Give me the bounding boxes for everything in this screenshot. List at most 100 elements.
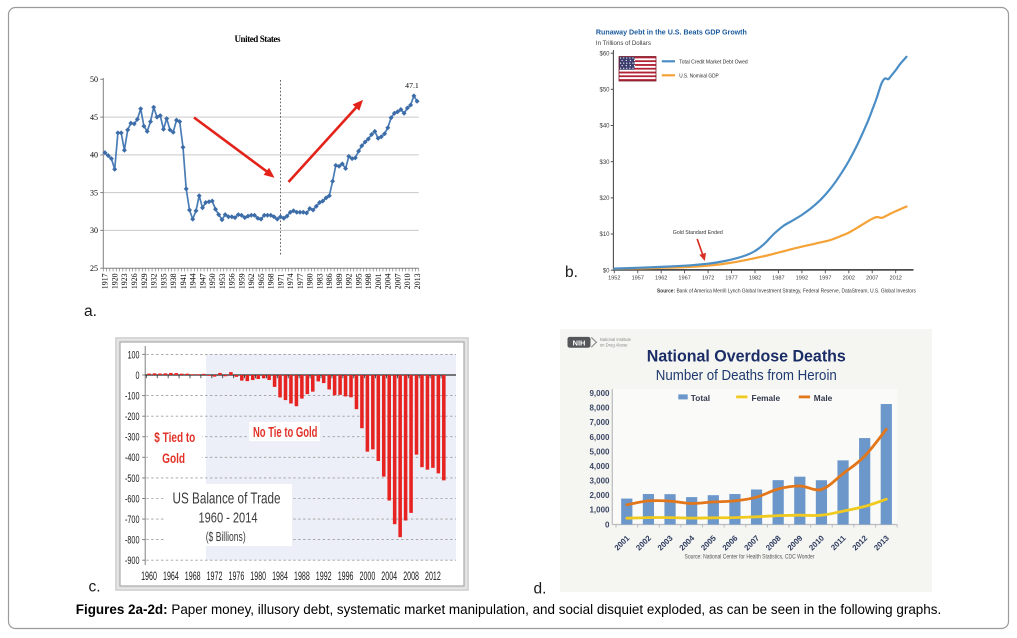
svg-text:25: 25: [90, 264, 98, 273]
svg-text:4,000: 4,000: [589, 462, 610, 471]
svg-text:1929: 1929: [140, 273, 149, 289]
svg-text:1956: 1956: [228, 273, 237, 289]
svg-text:1950: 1950: [208, 273, 217, 289]
svg-text:No Tie to Gold: No Tie to Gold: [253, 425, 318, 441]
svg-text:1962: 1962: [655, 276, 667, 282]
svg-text:1974: 1974: [286, 273, 295, 289]
svg-text:2013: 2013: [413, 273, 422, 289]
svg-text:1960 - 2014: 1960 - 2014: [199, 510, 258, 527]
svg-text:35: 35: [90, 188, 98, 197]
svg-text:6,000: 6,000: [589, 433, 610, 442]
svg-text:1968: 1968: [267, 273, 276, 289]
svg-text:1972: 1972: [207, 571, 223, 583]
svg-text:1944: 1944: [189, 273, 198, 289]
svg-text:0: 0: [605, 520, 610, 529]
svg-text:2008: 2008: [403, 571, 419, 583]
svg-text:National Overdose Deaths: National Overdose Deaths: [647, 347, 846, 366]
svg-text:7,000: 7,000: [589, 418, 610, 427]
svg-text:1997: 1997: [819, 276, 831, 282]
svg-text:1980: 1980: [250, 571, 266, 583]
svg-text:1962: 1962: [247, 273, 256, 289]
svg-text:Female: Female: [752, 393, 781, 403]
svg-text:-900: -900: [125, 555, 140, 567]
svg-text:1987: 1987: [772, 276, 784, 282]
svg-text:1923: 1923: [120, 273, 129, 289]
svg-text:1926: 1926: [130, 273, 139, 289]
svg-text:-300: -300: [125, 432, 140, 444]
svg-text:-100: -100: [125, 391, 140, 403]
svg-text:Number of Deaths from Heroin: Number of Deaths from Heroin: [656, 368, 837, 384]
svg-text:Total: Total: [691, 393, 710, 403]
svg-text:47.1: 47.1: [405, 81, 419, 90]
svg-text:1982: 1982: [749, 276, 761, 282]
svg-text:1967: 1967: [678, 276, 690, 282]
svg-text:1998: 1998: [364, 273, 373, 289]
svg-text:$40: $40: [599, 124, 610, 130]
svg-text:1932: 1932: [150, 273, 159, 289]
svg-text:45: 45: [90, 113, 98, 122]
svg-text:2001: 2001: [374, 273, 383, 289]
svg-text:2004: 2004: [384, 273, 393, 289]
svg-text:1952: 1952: [608, 276, 620, 282]
svg-text:50: 50: [90, 75, 98, 84]
svg-text:Total Credit Market Debt Owed: Total Credit Market Debt Owed: [679, 60, 748, 66]
svg-text:1947: 1947: [198, 273, 207, 289]
svg-text:$50: $50: [599, 88, 610, 94]
svg-text:In Trillions of Dollars: In Trillions of Dollars: [596, 40, 651, 47]
svg-text:$10: $10: [599, 232, 610, 238]
svg-text:NIH: NIH: [573, 338, 586, 347]
svg-text:($ Billions): ($ Billions): [206, 530, 246, 544]
svg-text:on Drug Abuse: on Drug Abuse: [600, 342, 628, 347]
svg-text:1935: 1935: [159, 273, 168, 289]
svg-text:U.S. Nominal GDP: U.S. Nominal GDP: [679, 74, 719, 80]
svg-text:1960: 1960: [141, 571, 157, 583]
svg-text:1980: 1980: [306, 273, 315, 289]
svg-text:Gold: Gold: [162, 451, 185, 466]
svg-text:1992: 1992: [796, 276, 808, 282]
svg-text:-600: -600: [125, 493, 140, 505]
svg-text:1968: 1968: [185, 571, 201, 583]
svg-text:1995: 1995: [354, 273, 363, 289]
svg-text:Gold Standard Ended: Gold Standard Ended: [673, 230, 723, 236]
svg-text:1976: 1976: [229, 571, 245, 583]
svg-text:1988: 1988: [294, 571, 310, 583]
svg-text:2,000: 2,000: [589, 491, 610, 500]
svg-text:1986: 1986: [325, 273, 334, 289]
svg-text:Source: National Center for He: Source: National Center for Health Stati…: [685, 554, 816, 561]
svg-text:2002: 2002: [843, 276, 855, 282]
svg-text:1965: 1965: [257, 273, 266, 289]
svg-text:-200: -200: [125, 411, 140, 423]
svg-text:$30: $30: [599, 160, 610, 166]
svg-text:-500: -500: [125, 473, 140, 485]
svg-text:United States: United States: [235, 34, 281, 44]
svg-text:1,000: 1,000: [589, 506, 610, 515]
svg-text:1938: 1938: [169, 273, 178, 289]
svg-text:Runaway Debt in the U.S. Beats: Runaway Debt in the U.S. Beats GDP Growt…: [596, 28, 747, 37]
svg-text:$ Tied to: $ Tied to: [154, 430, 195, 445]
svg-text:2012: 2012: [425, 571, 441, 583]
svg-text:1992: 1992: [316, 571, 332, 583]
svg-text:1917: 1917: [101, 273, 110, 289]
svg-text:1964: 1964: [163, 571, 179, 583]
svg-text:1971: 1971: [276, 273, 285, 289]
svg-text:1992: 1992: [345, 273, 354, 289]
svg-text:1972: 1972: [702, 276, 714, 282]
svg-text:-800: -800: [125, 535, 140, 547]
svg-text:1920: 1920: [111, 273, 120, 289]
svg-text:2012: 2012: [889, 276, 901, 282]
svg-text:b.: b.: [565, 264, 578, 281]
svg-text:8,000: 8,000: [589, 404, 610, 413]
svg-text:-400: -400: [125, 452, 140, 464]
svg-text:1941: 1941: [179, 273, 188, 289]
svg-text:1977: 1977: [725, 276, 737, 282]
svg-text:1959: 1959: [237, 273, 246, 289]
svg-text:1977: 1977: [296, 273, 305, 289]
svg-text:US Balance of Trade: US Balance of Trade: [173, 491, 281, 508]
svg-text:100: 100: [128, 349, 140, 361]
svg-text:2010: 2010: [403, 273, 412, 289]
svg-text:National Institute: National Institute: [600, 337, 632, 342]
svg-text:1996: 1996: [338, 571, 354, 583]
svg-text:Source: Bank of America Merril: Source: Bank of America Merrill Lynch Gl…: [657, 289, 916, 295]
svg-text:1983: 1983: [315, 273, 324, 289]
svg-text:1957: 1957: [632, 276, 644, 282]
